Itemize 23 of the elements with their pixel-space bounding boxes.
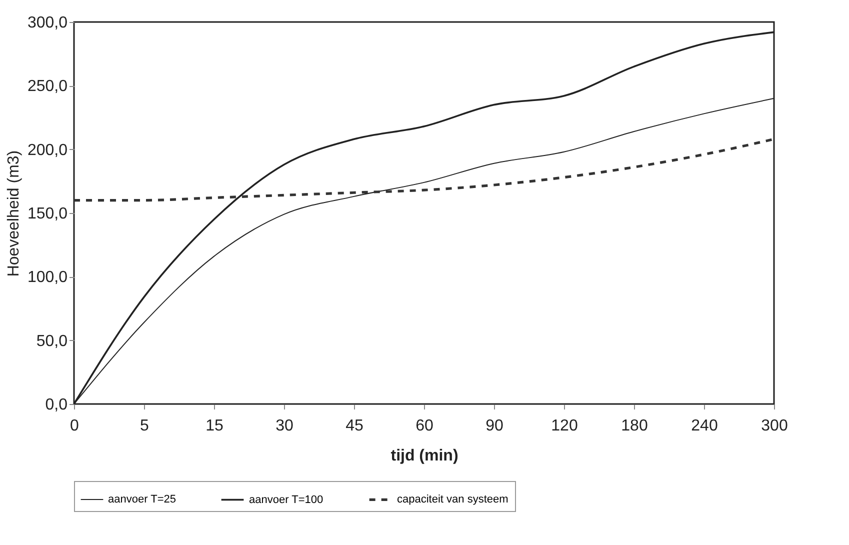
y-tick-label: 50,0 [36,332,68,350]
y-tick-label: 250,0 [27,78,68,96]
y-axis-title: Hoeveelheid (m3) [5,150,22,277]
x-tick-label: 15 [206,418,224,434]
x-tick-label: 60 [416,418,434,434]
x-tick-label: 120 [551,418,578,434]
y-tick-label: 300,0 [27,14,68,32]
legend-label: aanvoer T=25 [108,494,176,506]
x-tick-label: 0 [70,418,80,434]
x-tick-label: 90 [486,418,504,434]
x-axis-title: tijd (min) [390,448,458,464]
y-tick-label: 150,0 [27,206,68,222]
x-tick-label: 30 [276,418,294,434]
x-tick-label: 180 [621,418,648,434]
x-tick-label: 45 [346,418,364,434]
x-tick-label: 5 [140,418,150,434]
legend-label: aanvoer T=100 [249,494,324,506]
y-tick-label: 0,0 [45,396,68,414]
y-tick-label: 200,0 [27,142,68,159]
x-tick-label: 240 [691,418,718,434]
x-tick-label: 300 [761,418,788,434]
legend-label: capaciteit van systeem [397,494,508,506]
y-tick-label: 100,0 [27,269,68,286]
